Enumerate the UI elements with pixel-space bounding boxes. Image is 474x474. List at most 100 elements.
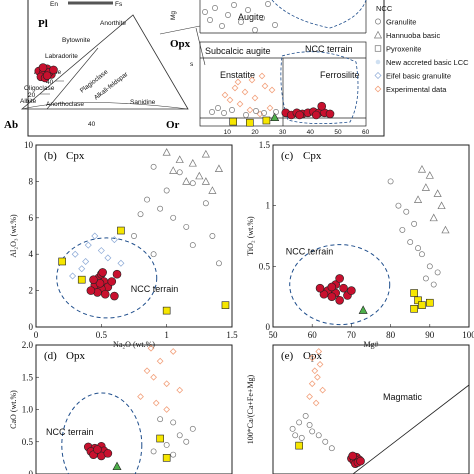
panel-c-point-4-2 — [339, 283, 348, 293]
panel-c-ytick-3: 1.5 — [259, 140, 271, 150]
panel-c-point-2-7 — [434, 269, 441, 276]
panel-d-point-2-6 — [170, 451, 177, 458]
px-point-1-2 — [262, 116, 271, 125]
px-bg-granulite-3 — [219, 23, 225, 29]
px-bg-gran2-7 — [273, 109, 279, 115]
panel-b-point-1-5 — [157, 205, 164, 212]
px-s-label: s — [190, 61, 194, 68]
panel-e-point-1-4 — [302, 413, 309, 419]
panel-e-point-1-9 — [328, 445, 335, 452]
panel-b-point-3-5 — [91, 232, 99, 240]
px-augite-field — [271, 0, 367, 29]
panel-b-point-3-7 — [82, 257, 90, 265]
px-bg-granulite-2 — [212, 5, 218, 11]
panel-b-xtick-1: 0.5 — [96, 330, 108, 340]
panel-b-point-2-5 — [208, 186, 217, 194]
panel-b-point-1-12 — [150, 251, 157, 258]
panel-d-point-3-1 — [150, 373, 157, 381]
panel-b-point-1-2 — [189, 180, 196, 187]
panel-b-xtick-0: 0 — [34, 330, 39, 340]
panel-d-point-2-2 — [176, 432, 183, 439]
panel-b-point-0-1 — [117, 226, 125, 235]
panel-b-title: Cpx — [66, 150, 85, 162]
panel-b-ytick-3: 6 — [29, 213, 34, 223]
feldspar-ternary — [20, 14, 189, 110]
feldspar-curve — [46, 47, 99, 110]
panel-e-point-1-2 — [296, 419, 303, 426]
panel-b-point-0-0 — [58, 257, 66, 266]
panel-c-point-1-0 — [358, 305, 368, 314]
panel-d-point-3-6 — [137, 393, 144, 400]
px-bg-granulite-1 — [207, 17, 213, 23]
panel-d-point-3-3 — [163, 380, 171, 388]
panel-b-point-3-1 — [78, 265, 86, 273]
panel-e-point-2-4 — [308, 380, 316, 388]
px-tick-40: 40 — [307, 129, 315, 136]
panel-d-point-2-1 — [170, 419, 177, 426]
tern-field-albite: Albite — [20, 98, 37, 105]
panel-b-point-3-3 — [97, 247, 105, 255]
panel-c-point-2-6 — [426, 263, 433, 270]
px-bg-exp-9 — [266, 104, 274, 112]
panel-c-point-2-9 — [415, 245, 421, 252]
px-bg-exp-8 — [261, 82, 269, 90]
panel-d-ncc-field — [61, 392, 143, 474]
panel-c-ytick-1: 0.5 — [259, 261, 271, 271]
ternary-fs-label: Fs — [115, 1, 123, 8]
panel-b-point-1-9 — [202, 200, 209, 207]
panel-d-point-1-0 — [112, 461, 122, 471]
px-bg-granulite-11 — [272, 22, 278, 28]
panel-d-point-3-4 — [169, 348, 177, 355]
legend-marker-granulite — [375, 18, 381, 25]
panel-c-ylabel: TiO₂ (wt.%) — [246, 216, 255, 256]
px-points — [229, 101, 335, 127]
tern-field-anorthoclase: Anorthoclase — [46, 101, 84, 108]
legend-marker-lcc — [375, 59, 381, 65]
panel-e-point-3-7 — [356, 456, 365, 466]
panel-c-point-3-3 — [437, 201, 446, 210]
panel-b-point-4-12 — [112, 269, 122, 279]
pl-point-9 — [42, 71, 52, 80]
panel-b-ytick-2: 4 — [29, 249, 34, 259]
panel-c-point-0-2 — [418, 301, 426, 309]
legend-marker-pyroxenite — [374, 45, 382, 52]
px-point-2-0 — [270, 112, 280, 121]
panel-b-point-4-13 — [89, 275, 98, 284]
legend: NCC Granulite Hannuoba basic Pyroxenite New … — [373, 4, 469, 94]
panel-b-point-4-7 — [100, 289, 110, 299]
panel-a-frame — [27, 0, 385, 137]
px-point-0-9 — [317, 101, 327, 111]
panel-b-point-1-8 — [137, 211, 144, 218]
panel-e-point-2-6 — [306, 393, 313, 400]
ternary-or-label: Or — [166, 119, 180, 131]
panel-c-point-2-0 — [387, 178, 394, 185]
panel-c-xtick-2: 70 — [347, 330, 357, 340]
feldspar-solvus — [21, 102, 189, 110]
px-bg-exp-7 — [256, 110, 264, 118]
px-bg-exp-0 — [221, 91, 229, 99]
px-bg-granulite-10 — [265, 1, 271, 7]
panel-b-point-1-3 — [163, 187, 170, 194]
legend-marker-eifel — [374, 72, 382, 79]
panel-c-point-3-5 — [429, 213, 438, 222]
panel-b-ylabel: Al₂O₃ (wt.%) — [9, 214, 18, 258]
px-field-subcalcic: Subcalcic augite — [205, 46, 271, 56]
panel-e-annotation: Magmatic — [383, 392, 423, 402]
panel-e-point-2-8 — [315, 348, 323, 355]
panel-b-point-2-2 — [188, 158, 197, 167]
tern-field-oligoclase: Oligoclase — [24, 85, 55, 92]
px-bg-granulite-4 — [225, 12, 231, 18]
panel-c-point-4-8 — [347, 286, 356, 295]
panel-b-point-1-4 — [144, 196, 151, 203]
panel-b-point-1-11 — [189, 242, 196, 249]
panel-e-point-3-6 — [348, 451, 358, 461]
px-point-0-10 — [295, 110, 304, 120]
panel-c-point-2-8 — [399, 226, 406, 233]
px-field-augite: Augite — [238, 12, 264, 22]
px-bg-exp-12 — [258, 72, 266, 80]
panel-e-boundary — [352, 384, 470, 474]
panel-b-ytick-4: 8 — [29, 176, 34, 186]
legend-label-eifel: Eifel basic granulite — [386, 72, 451, 81]
panel-b-point-1-6 — [170, 214, 177, 221]
